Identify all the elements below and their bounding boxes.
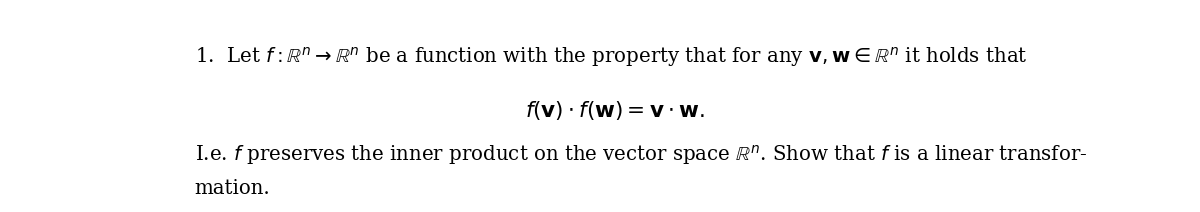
Text: I.e. $f$ preserves the inner product on the vector space $\mathbb{R}^n$. Show th: I.e. $f$ preserves the inner product on … bbox=[194, 143, 1087, 167]
Text: $f(\mathbf{v}) \cdot f(\mathbf{w}) = \mathbf{v} \cdot \mathbf{w}.$: $f(\mathbf{v}) \cdot f(\mathbf{w}) = \ma… bbox=[526, 99, 704, 122]
Text: 1.  Let $f : \mathbb{R}^n \to \mathbb{R}^n$ be a function with the property that: 1. Let $f : \mathbb{R}^n \to \mathbb{R}^… bbox=[194, 45, 1027, 69]
Text: mation.: mation. bbox=[194, 179, 270, 198]
